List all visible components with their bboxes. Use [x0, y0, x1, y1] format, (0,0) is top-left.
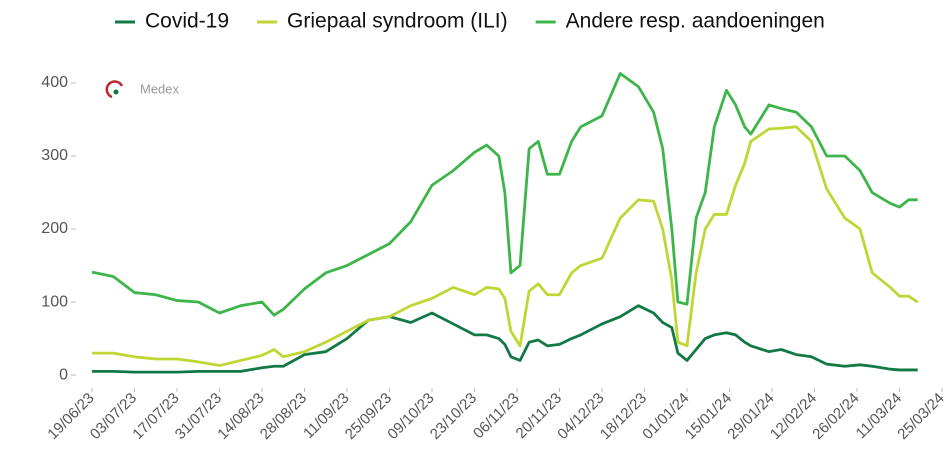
y-tick-label: 200 [41, 220, 68, 237]
legend-label: Griepaal syndroom (ILI) [287, 10, 508, 33]
y-tick-label: 400 [41, 74, 68, 91]
logo-icon [105, 80, 124, 99]
legend-label: Covid-19 [145, 10, 229, 33]
line [92, 125, 919, 367]
x-tick-label: 06/11/23 [470, 390, 523, 443]
logo-dot [113, 89, 119, 95]
y-tick-label: 0 [59, 366, 68, 383]
y-tick-label: 100 [41, 293, 68, 310]
x-tick-label: 25/03/24 [894, 390, 947, 443]
x-tick-label: 23/10/23 [427, 390, 480, 443]
line [92, 304, 918, 374]
legend-label: Andere resp. aandoeningen [566, 10, 825, 33]
logo: Medex [105, 80, 180, 99]
x-tick-label: 28/08/23 [257, 390, 310, 443]
line [91, 72, 918, 317]
x-tick-label: 26/02/24 [809, 390, 862, 443]
logo-text: Medex [140, 81, 180, 96]
y-tick-label: 300 [41, 147, 68, 164]
